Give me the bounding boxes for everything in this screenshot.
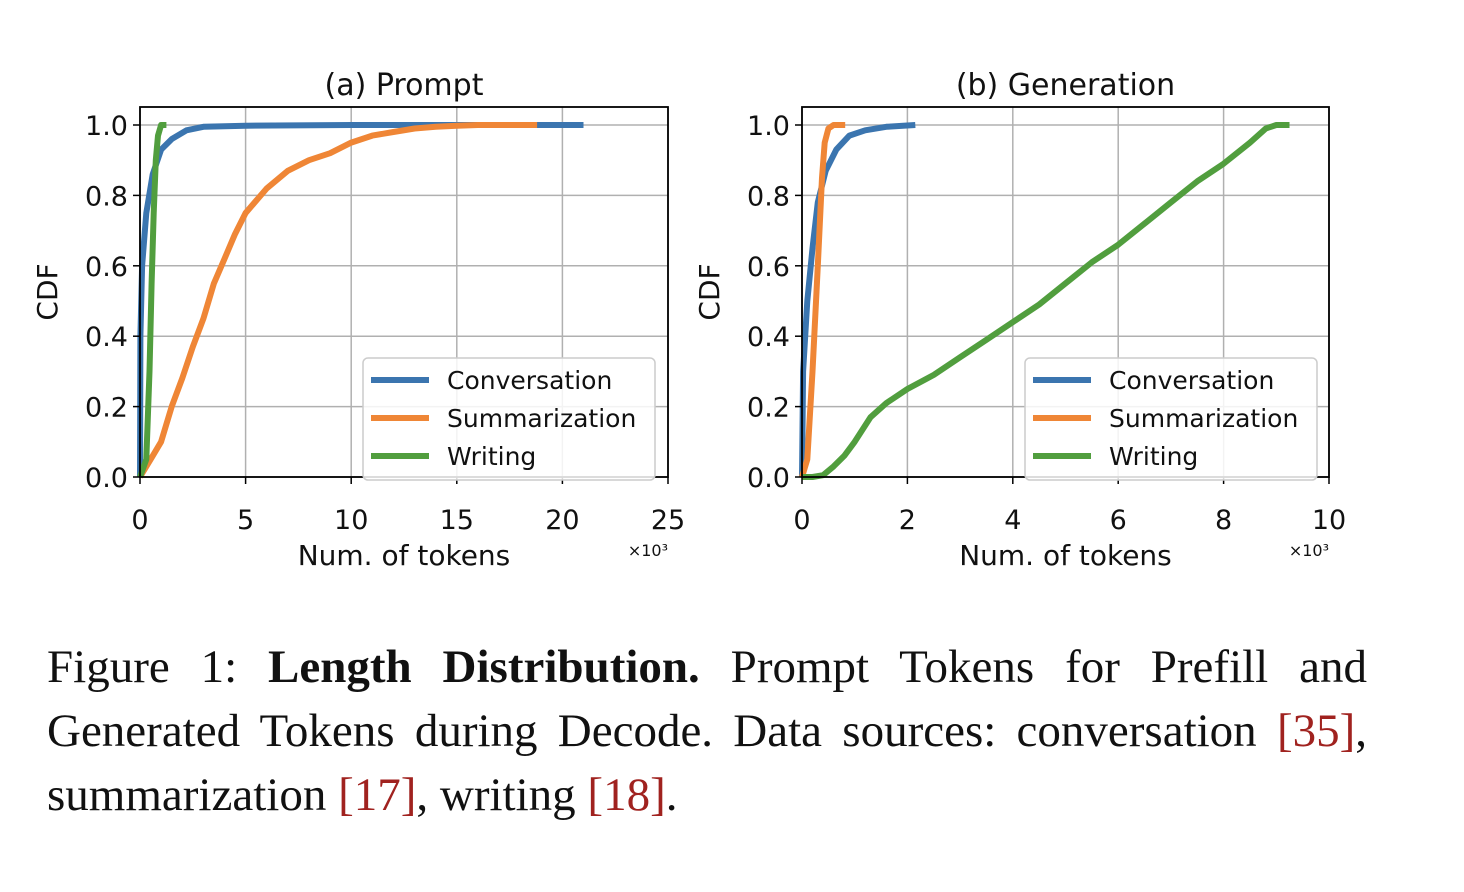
x-multiplier-label: ×10³: [628, 541, 668, 560]
x-tick-label: 25: [651, 505, 685, 536]
series-line-writing: [137, 122, 167, 479]
x-tick-label: 2: [899, 505, 916, 536]
y-tick-label: 0.8: [85, 181, 128, 212]
x-tick-label: 20: [545, 505, 579, 536]
legend-box: [1024, 357, 1318, 481]
caption-prefix: Figure 1:: [47, 641, 269, 693]
legend-label-conversation: Conversation: [447, 366, 612, 395]
y-tick-label: 0.0: [85, 463, 128, 494]
series-line-summarization: [799, 122, 846, 478]
legend-label-writing: Writing: [447, 442, 536, 471]
series-line-writing: [802, 122, 1290, 480]
legend-label-conversation: Conversation: [1109, 366, 1274, 395]
x-tick-label: 0: [793, 505, 810, 536]
caption-text-1: Prompt Tokens for Prefill and Generated …: [47, 641, 1367, 757]
series-lines: [137, 122, 584, 479]
y-axis-label: CDF: [693, 263, 726, 320]
x-tick-label: 6: [1110, 505, 1127, 536]
x-tick-label: 15: [440, 505, 474, 536]
caption-text-3: , writing: [416, 769, 588, 821]
x-tick-label: 8: [1215, 505, 1232, 536]
caption-ref-18[interactable]: [18]: [587, 769, 666, 821]
legend-label-summarization: Summarization: [447, 404, 636, 433]
y-tick-label: 0.6: [85, 252, 128, 283]
legend-label-summarization: Summarization: [1109, 404, 1298, 433]
figure-caption: Figure 1: Length Distribution. Prompt To…: [47, 635, 1367, 827]
x-tick-label: 10: [334, 505, 368, 536]
y-tick-label: 0.4: [85, 322, 128, 353]
y-tick-label: 0.8: [747, 181, 790, 212]
y-tick-label: 1.0: [85, 111, 128, 142]
x-tick-label: 5: [237, 505, 254, 536]
series-line-conversation: [799, 122, 916, 478]
chart-title: (a) Prompt: [325, 68, 484, 103]
chart-panel-prompt: 0 5 10 15 20 25 0.0 0.2 0.4 0.6 0.8 1.0 ×10³ (a) Prom…: [31, 68, 685, 572]
y-tick-label: 0.0: [747, 463, 790, 494]
x-axis-label: Num. of tokens: [959, 539, 1172, 572]
series-line-summarization: [137, 122, 538, 479]
caption-bold-title: Length Distribution.: [268, 641, 700, 693]
caption-ref-35[interactable]: [35]: [1276, 705, 1356, 757]
y-tick-label: 0.2: [747, 393, 790, 424]
chart-panel-generation: 0 2 4 6 8 10 0.0 0.2 0.4 0.6 0.8 1.0 ×10³ (b) Generat…: [693, 68, 1346, 572]
legend-box: [362, 357, 656, 481]
caption-text-4: .: [665, 769, 678, 821]
y-tick-label: 0.6: [747, 252, 790, 283]
x-tick-label: 0: [131, 505, 148, 536]
y-tick-label: 1.0: [747, 111, 790, 142]
legend-label-writing: Writing: [1109, 442, 1198, 471]
y-tick-label: 0.4: [747, 322, 790, 353]
caption-ref-17[interactable]: [17]: [338, 769, 417, 821]
x-axis-label: Num. of tokens: [298, 539, 511, 572]
legend: Conversation Summarization Writing: [1024, 357, 1318, 481]
legend: Conversation Summarization Writing: [362, 357, 656, 481]
x-multiplier-label: ×10³: [1289, 541, 1329, 560]
x-tick-label: 4: [1004, 505, 1021, 536]
y-tick-label: 0.2: [85, 393, 128, 424]
chart-title: (b) Generation: [956, 68, 1175, 103]
caption-text-2: , summarization: [47, 705, 1367, 821]
x-tick-label: 10: [1312, 505, 1346, 536]
y-axis-label: CDF: [31, 263, 64, 320]
series-lines: [799, 122, 1290, 480]
series-line-conversation: [137, 122, 584, 478]
figure: 0 5 10 15 20 250.00.20.40.60.81.0×10³(a) Prom…: [31, 68, 1346, 572]
